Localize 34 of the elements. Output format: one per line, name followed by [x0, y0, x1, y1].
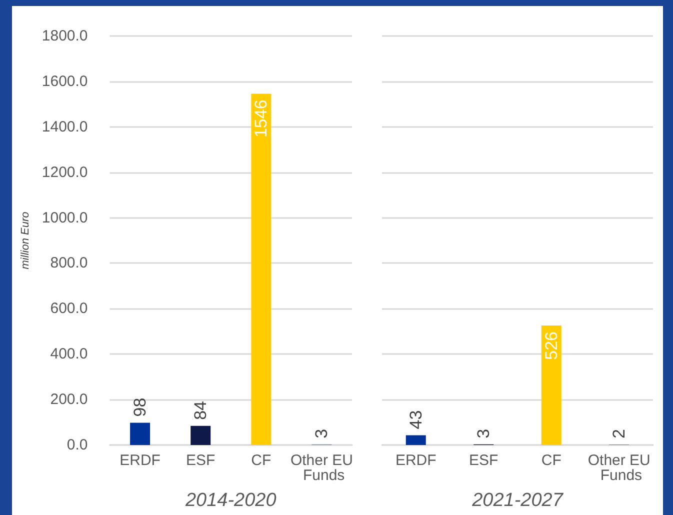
bar — [541, 325, 562, 445]
y-tick-label: 1600.0 — [42, 72, 88, 90]
y-tick-label: 400.0 — [50, 346, 88, 363]
y-tick-label: 0.0 — [66, 436, 88, 454]
bar — [406, 435, 426, 445]
x-axis-title: 2021-2027 — [471, 490, 564, 511]
y-tick-label: 600.0 — [50, 300, 88, 318]
x-tick-label: CF — [541, 452, 562, 469]
x-tick-label: ERDF — [120, 452, 160, 469]
y-tick-label: 1200.0 — [42, 164, 88, 181]
data-label: 43 — [406, 410, 426, 430]
x-tick-label: ESF — [186, 452, 216, 469]
data-label: 84 — [191, 400, 210, 420]
y-tick-label: 1800.0 — [42, 28, 88, 44]
bar — [130, 422, 150, 445]
data-label: 1546 — [252, 100, 271, 138]
y-tick-label: 200.0 — [50, 391, 88, 408]
bar — [251, 94, 272, 445]
y-tick-label: 1000.0 — [42, 209, 88, 226]
x-tick-label: Other EU Funds — [588, 452, 650, 484]
x-tick-label: ERDF — [395, 452, 436, 469]
x-tick-label: Other EU Funds — [290, 452, 353, 484]
data-label: 526 — [542, 331, 561, 360]
x-tick-label: ESF — [469, 452, 498, 469]
y-tick-label: 1400.0 — [42, 118, 88, 136]
x-tick-label: CF — [251, 452, 272, 469]
data-label: 2 — [610, 429, 629, 439]
bar — [190, 426, 211, 445]
x-axis-title: 2014-2020 — [184, 490, 277, 511]
data-label: 3 — [312, 428, 332, 438]
data-label: 3 — [474, 428, 494, 438]
y-tick-label: 800.0 — [50, 254, 88, 272]
data-label: 98 — [130, 398, 150, 417]
y-axis-title: million Euro — [20, 212, 32, 270]
